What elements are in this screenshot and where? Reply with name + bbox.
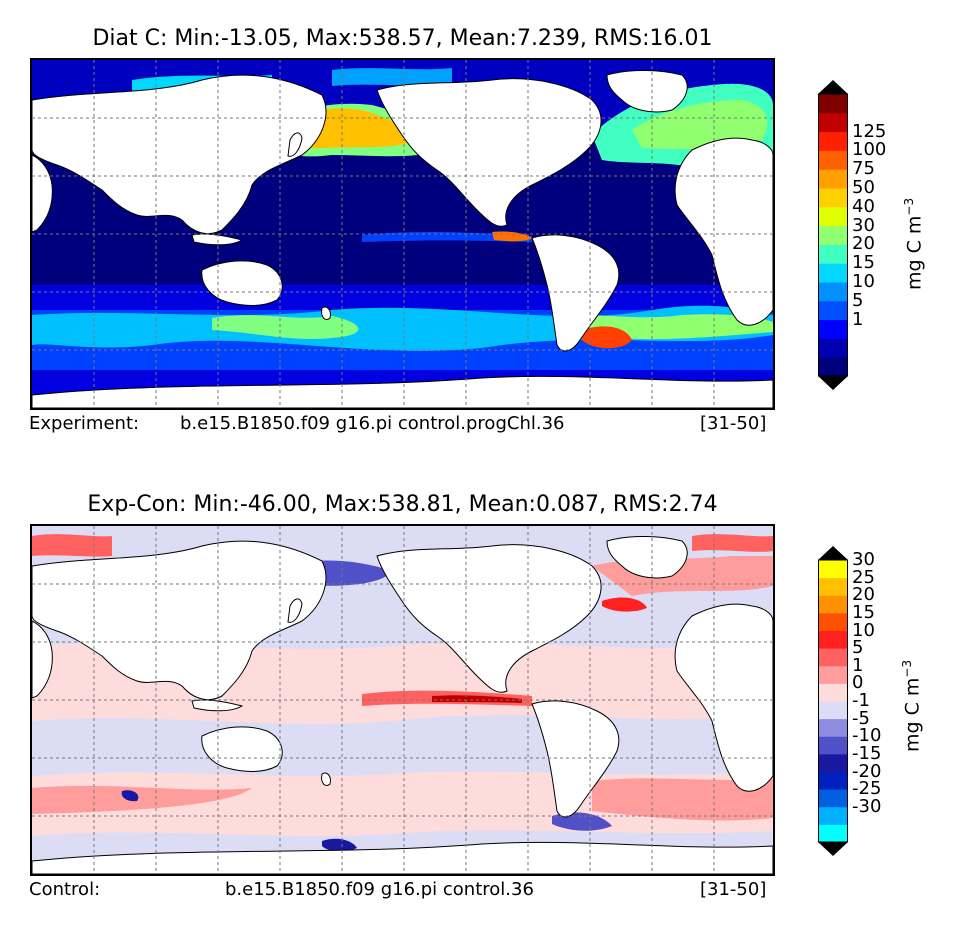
panel-2-colorbar-tick: -20 [852,760,882,782]
panel-1-colorbar-tick: 75 [852,158,875,180]
panel-2-colorbar-graphic [818,546,848,856]
panel-1-map [30,58,775,410]
panel-1-footer-center: b.e15.B1850.f09 g16.pi control.progChl.3… [180,413,565,434]
panel-2-colorbar-segment [818,630,848,649]
panel-2-colorbar-segment [818,595,848,614]
panel-1-colorbar-segment [818,338,848,358]
panel-2-colorbar-segment [818,771,848,790]
panel-1-colorbar-segment [818,357,848,377]
panel-1-colorbar-graphic [818,80,848,390]
panel-1-colorbar-tick: 1 [852,308,864,330]
panel-1-colorbar-tick: 15 [852,252,875,274]
panel-1-colorbar-tick: 100 [852,139,887,161]
panel-2-colorbar-unit: mg C m−3 [900,659,924,752]
panel-2-colorbar-tick: -15 [852,742,882,764]
panel-2-colorbar-tick: 30 [852,549,875,570]
panel-1-colorbar-tick: 5 [852,289,864,311]
panel-2-colorbar: -30 -25 -20 -15 -10 -5 -1 0 1 5 10 15 20 25 30 [818,546,881,856]
panel-2-colorbar-segment [818,648,848,667]
panel-1-colorbar-segment [818,169,848,189]
panel-2-colorbar-segment [818,824,848,843]
panel-2-colorbar-tick: 15 [852,601,875,623]
panel-2-colorbar-tick: 10 [852,619,875,641]
panel-2-map [30,524,775,876]
panel-1-colorbar-segment [818,94,848,114]
panel-1-colorbar-segment [818,263,848,283]
panel-2-colorbar-frame [818,559,848,843]
panel-2-colorbar-tick: -25 [852,778,882,800]
panel-2-colorbar-segment [818,612,848,631]
panel-1-colorbar-tick: 125 [852,120,887,142]
panel-2-colorbar-tick: -1 [852,690,870,711]
panel-2-colorbar-tick: 1 [852,654,864,676]
panel-2-colorbar-tick: -30 [852,795,882,817]
panel-2-colorbar-tick: -10 [852,725,882,747]
panel-2-colorbar-tick: 0 [852,672,864,694]
panel-2-colorbar-segment [818,665,848,684]
panel-2-colorbar-segment [818,577,848,596]
panel-2-footer-left: Control: [29,879,101,900]
panel-2-colorbar-segment [818,736,848,755]
panel-1-colorbar: 1 5 10 15 20 30 40 50 75 100 125 [818,80,886,390]
panel-1-colorbar-tick: 30 [852,214,875,236]
panel-1-colorbar-segment [818,300,848,321]
panel-2-colorbar-tick: -5 [852,707,870,729]
panel-1-colorbar-segment [818,150,848,170]
panel-2-colorbar-segment [818,701,848,720]
panel-2-colorbar-tick: 25 [852,566,875,588]
panel-1-colorbar-segment [818,131,848,151]
panel-1-colorbar-over-triangle [818,80,848,94]
panel-2-colorbar-over-triangle [818,546,848,560]
panel-1-colorbar-segment [818,319,848,339]
panel-1-colorbar-tick: 20 [852,233,875,255]
panel-1-colorbar-segment [818,188,848,208]
panel-1-footer-right: [31-50] [700,413,767,434]
panel-1-colorbar-segment [818,112,848,133]
panel-1-colorbar-segment [818,206,848,227]
panel-1-colorbar-under-triangle [818,376,848,390]
panel-2-title: Exp-Con: Min:-46.00, Max:538.81, Mean:0.… [87,492,718,517]
panel-1-title: Diat C: Min:-13.05, Max:538.57, Mean:7.2… [92,26,713,51]
panel-1-colorbar-segment [818,282,848,302]
panel-1-colorbar-unit: mg C m−3 [902,197,926,290]
panel-2-colorbar-segment [818,806,848,825]
panel-1-colorbar-tick: 10 [852,271,875,292]
panel-2-colorbar-segment [818,718,848,737]
panel-1-colorbar-tick: 50 [852,177,875,198]
panel-2-colorbar-segment [818,753,848,772]
panel-1-colorbar-frame [818,93,848,377]
panel-2-colorbar-segment [818,560,848,579]
panel-1-footer-left: Experiment: [29,413,140,434]
panel-2-colorbar-tick: 20 [852,584,875,606]
panel-2-colorbar-under-triangle [818,842,848,856]
panel-2-colorbar-tick: 5 [852,637,864,659]
panel-2-colorbar-segment [818,789,848,808]
panel-2-footer-center: b.e15.B1850.f09 g16.pi control.36 [225,879,534,900]
panel-1-colorbar-tick: 40 [852,195,875,217]
panel-1-colorbar-segment [818,244,848,264]
panel-2-colorbar-segment [818,683,848,702]
panel-1-colorbar-segment [818,225,848,245]
panel-2-footer-right: [31-50] [700,879,767,900]
